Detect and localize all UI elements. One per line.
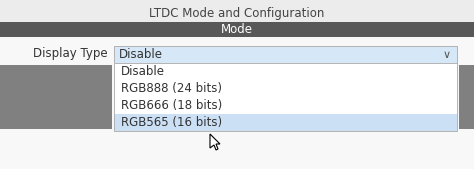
Bar [114,114,457,131]
Text: ∨: ∨ [443,50,451,59]
Text: Disable: Disable [121,65,165,78]
Bar [114,46,457,63]
Bar [0,37,474,169]
Bar [114,63,457,131]
Text: RGB888 (24 bits): RGB888 (24 bits) [121,82,222,95]
Polygon shape [210,134,220,150]
Bar [114,63,457,80]
Text: LTDC Mode and Configuration: LTDC Mode and Configuration [149,6,325,19]
Bar [114,63,457,131]
Bar [0,65,112,129]
Text: Disable: Disable [119,48,163,61]
Text: RGB666 (18 bits): RGB666 (18 bits) [121,99,222,112]
Bar [459,65,474,129]
Bar [114,80,457,97]
Text: Display Type: Display Type [33,47,108,61]
Text: RGB565 (16 bits): RGB565 (16 bits) [121,116,222,129]
Bar [114,97,457,114]
Bar [0,22,474,37]
Text: Mode: Mode [221,23,253,36]
